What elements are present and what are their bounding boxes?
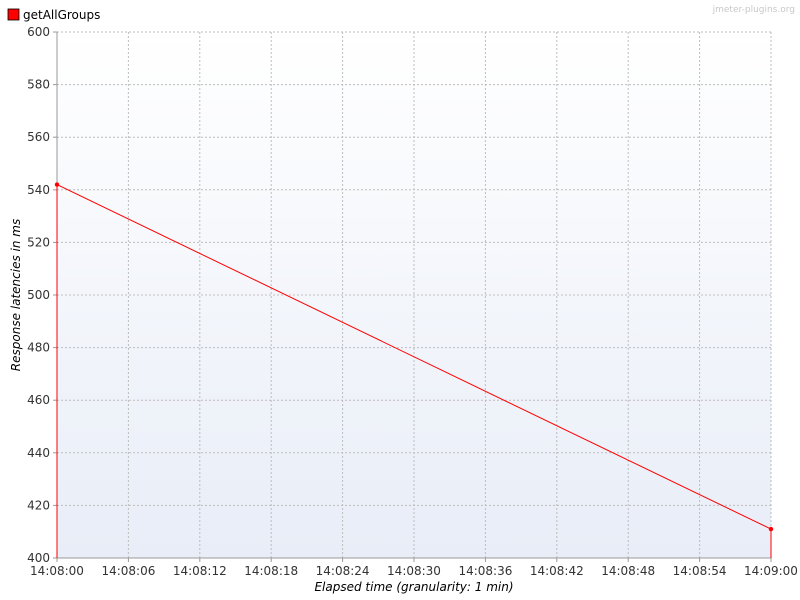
x-axis-title: Elapsed time (granularity: 1 min)	[314, 580, 513, 594]
y-tick-label: 400	[27, 551, 50, 565]
x-tick-label: 14:08:18	[244, 564, 298, 578]
data-point	[54, 182, 60, 187]
y-axis-title: Response latencies in ms	[9, 219, 23, 371]
x-tick-label: 14:08:30	[387, 564, 441, 578]
y-tick-labels: 400 420 440 460 480 500 520 540 560 580 600	[27, 25, 50, 565]
y-tick-label: 420	[27, 498, 50, 512]
x-tick-label: 14:08:48	[601, 564, 655, 578]
x-tick-label: 14:08:54	[673, 564, 727, 578]
series-line-getAllGroups	[56, 183, 772, 558]
x-tick-label: 14:08:42	[530, 564, 584, 578]
y-tick-label: 580	[27, 78, 50, 92]
x-tick-label: 14:08:12	[173, 564, 227, 578]
y-tick-label: 520	[27, 235, 50, 249]
legend-label: getAllGroups	[23, 8, 100, 22]
x-tick-label: 14:08:00	[30, 564, 84, 578]
y-tick-label: 480	[27, 341, 50, 355]
series-layer	[54, 182, 774, 558]
y-tick-label: 600	[27, 25, 50, 39]
y-tick-label: 440	[27, 446, 50, 460]
y-tick-label: 500	[27, 288, 50, 302]
data-point	[768, 526, 774, 532]
watermark: jmeter-plugins.org	[712, 5, 795, 15]
x-tick-label: 14:09:00	[744, 564, 798, 578]
y-tick-label: 540	[27, 183, 50, 197]
x-tick-labels: 14:08:00 14:08:06 14:08:12 14:08:18 14:08:24…	[30, 564, 798, 578]
legend-swatch	[7, 8, 20, 21]
y-tick-label: 460	[27, 393, 50, 407]
legend: getAllGroups	[7, 8, 100, 22]
x-tick-label: 14:08:24	[316, 564, 370, 578]
y-tick-label: 560	[27, 130, 50, 144]
x-tick-label: 14:08:06	[101, 564, 155, 578]
x-tick-label: 14:08:36	[458, 564, 512, 578]
